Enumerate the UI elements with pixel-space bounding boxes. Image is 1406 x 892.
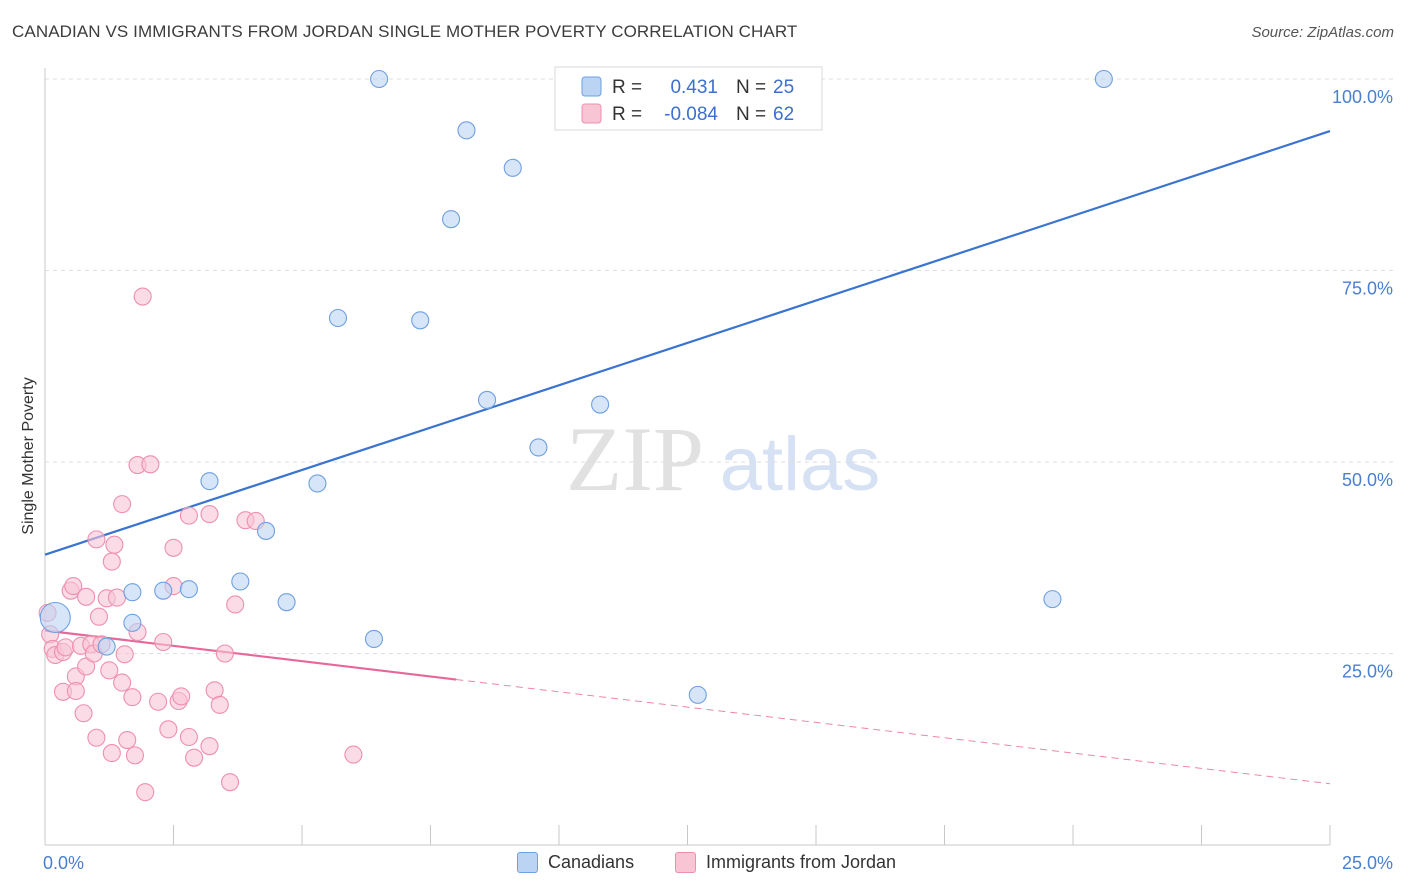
canadians-point-10 xyxy=(308,474,327,493)
jordan-point-46 xyxy=(179,727,198,747)
jordan-point-53 xyxy=(220,773,240,792)
jordan-point-44 xyxy=(172,687,191,706)
jordan-point-51 xyxy=(210,695,229,714)
jordan-point-48 xyxy=(200,505,219,524)
jordan-point-25 xyxy=(107,588,127,607)
legend-n-value-1: 25 xyxy=(773,77,794,98)
watermark-zip: ZIP xyxy=(566,408,704,510)
x-tick-label-0: 0.0% xyxy=(43,853,84,873)
jordan-point-47 xyxy=(185,748,204,767)
canadians-point-14 xyxy=(411,311,430,330)
legend-r-label-1: R = xyxy=(612,77,642,98)
jordan-point-17 xyxy=(87,530,106,549)
canadians-point-18 xyxy=(503,158,522,177)
grid-lines xyxy=(45,78,1395,654)
jordan-point-29 xyxy=(115,645,134,664)
jordan-point-14 xyxy=(74,704,93,723)
bottom-legend-canadians: Canadians xyxy=(517,852,634,873)
bottom-legend-swatch-jordan xyxy=(675,852,696,873)
watermark: ZIP atlas xyxy=(566,408,880,510)
correlation-legend: R = 0.431 N = 25 R = -0.084 N = 62 xyxy=(554,66,823,131)
jordan-point-38 xyxy=(149,692,168,711)
jordan-point-35 xyxy=(133,287,152,306)
source-credit: Source: ZipAtlas.com xyxy=(1251,24,1394,41)
chart-title: CANADIAN VS IMMIGRANTS FROM JORDAN SINGL… xyxy=(12,22,798,41)
jordan-point-40 xyxy=(159,720,178,739)
legend-n-label-1: N = xyxy=(736,77,766,98)
canadians-point-24 xyxy=(1094,69,1113,89)
jordan-point-24 xyxy=(105,535,124,554)
y-tick-label-3: 100.0% xyxy=(1332,87,1393,107)
axes xyxy=(44,68,1331,846)
canadians-point-6 xyxy=(200,472,219,491)
canadians-point-4 xyxy=(154,581,173,600)
jordan-point-36 xyxy=(136,783,155,802)
legend-n-value-2: 62 xyxy=(773,104,794,125)
legend-r-value-2: -0.084 xyxy=(664,104,718,125)
legend-swatch-jordan xyxy=(581,103,602,124)
jordan-point-22 xyxy=(100,661,119,680)
canadians-point-7 xyxy=(231,572,250,591)
canadians-point-8 xyxy=(256,521,276,540)
jordan-point-57 xyxy=(344,745,363,764)
trend-line-1-solid xyxy=(44,629,457,681)
trend-line-0 xyxy=(44,130,1331,556)
canadians-point-17 xyxy=(477,390,497,410)
jordan-point-54 xyxy=(226,595,245,614)
canadians-point-3 xyxy=(123,583,142,602)
y-tick-label-0: 25.0% xyxy=(1342,662,1393,682)
jordan-point-42 xyxy=(164,538,183,557)
jordan-point-30 xyxy=(118,731,137,750)
watermark-atlas: atlas xyxy=(720,422,881,507)
jordan-point-52 xyxy=(215,644,234,663)
canadians-point-15 xyxy=(442,210,461,229)
jordan-point-49 xyxy=(200,737,219,756)
jordan-point-10 xyxy=(66,681,85,701)
jordan-point-32 xyxy=(125,746,144,765)
canadians-point-21 xyxy=(591,395,610,414)
jordan-point-23 xyxy=(102,552,121,571)
bottom-legend-jordan: Immigrants from Jordan xyxy=(675,852,896,873)
canadians-point-5 xyxy=(179,580,198,599)
bottom-legend-swatch-canadians xyxy=(517,852,538,873)
jordan-point-13 xyxy=(77,587,96,606)
tick-labels: 25.0% 50.0% 75.0% 100.0% 0.0% 25.0% xyxy=(43,87,1393,873)
canadians-point-9 xyxy=(277,593,296,612)
trend-line-1-dashed xyxy=(456,679,1331,785)
jordan-point-37 xyxy=(141,455,160,474)
jordan-point-8 xyxy=(64,577,83,596)
canadians-point-16 xyxy=(457,121,476,140)
canadians-point-0 xyxy=(39,601,71,634)
legend-r-label-2: R = xyxy=(612,104,642,125)
canadians-point-19 xyxy=(529,438,548,457)
trend-lines xyxy=(44,130,1331,785)
y-tick-label-2: 75.0% xyxy=(1342,279,1393,299)
jordan-point-45 xyxy=(179,506,198,525)
legend-r-value-1: 0.431 xyxy=(670,77,718,98)
jordan-point-26 xyxy=(102,744,121,763)
jordan-point-27 xyxy=(113,673,132,692)
jordan-point-5 xyxy=(56,638,75,657)
canadians-point-13 xyxy=(370,69,389,89)
jordan-point-28 xyxy=(113,495,132,514)
jordan-point-19 xyxy=(87,728,106,747)
jordan-point-18 xyxy=(89,607,109,626)
canadians-point-12 xyxy=(364,629,384,648)
canadians-point-22 xyxy=(688,685,707,704)
canadians-point-11 xyxy=(328,308,348,328)
legend-swatch-canadians xyxy=(581,76,602,97)
jordan-point-31 xyxy=(123,688,142,707)
bottom-legend-label-canadians: Canadians xyxy=(548,852,635,872)
data-points xyxy=(38,69,1113,802)
x-tick-label-1: 25.0% xyxy=(1342,853,1393,873)
y-tick-label-1: 50.0% xyxy=(1342,470,1393,490)
legend-n-label-2: N = xyxy=(736,104,766,125)
jordan-point-39 xyxy=(154,632,173,652)
bottom-legend-label-jordan: Immigrants from Jordan xyxy=(706,852,897,872)
canadians-point-23 xyxy=(1043,590,1062,609)
canadians-point-1 xyxy=(97,637,116,656)
canadians-point-2 xyxy=(123,613,142,632)
